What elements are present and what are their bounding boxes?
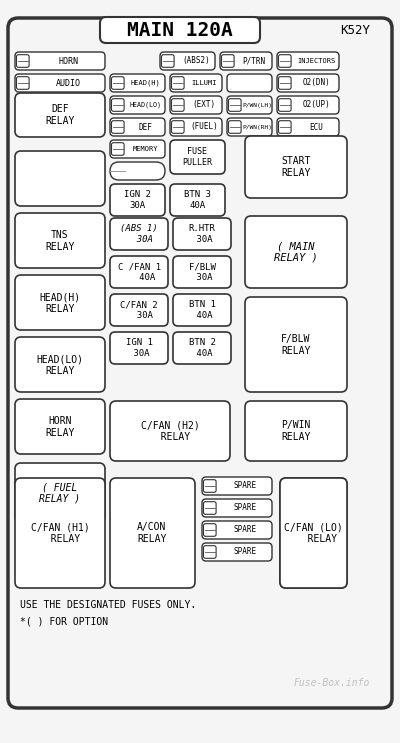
Text: HEAD(LO): HEAD(LO)	[130, 102, 162, 108]
FancyBboxPatch shape	[173, 218, 231, 250]
Text: C/FAN (H2)
  RELAY: C/FAN (H2) RELAY	[141, 421, 199, 442]
FancyBboxPatch shape	[112, 77, 124, 89]
FancyBboxPatch shape	[110, 332, 168, 364]
FancyBboxPatch shape	[228, 99, 241, 111]
Text: HEAD(H): HEAD(H)	[131, 80, 161, 86]
Text: C/FAN (LO)
   RELAY: C/FAN (LO) RELAY	[284, 522, 342, 544]
FancyBboxPatch shape	[277, 52, 339, 70]
FancyBboxPatch shape	[228, 120, 241, 133]
Text: F/BLW
 30A: F/BLW 30A	[188, 262, 216, 282]
FancyBboxPatch shape	[16, 55, 29, 68]
Text: F/BLW
RELAY: F/BLW RELAY	[281, 334, 311, 356]
Text: (FUEL): (FUEL)	[190, 123, 218, 132]
FancyBboxPatch shape	[277, 74, 339, 92]
FancyBboxPatch shape	[170, 96, 222, 114]
Text: INJECTORS: INJECTORS	[297, 58, 336, 64]
FancyBboxPatch shape	[227, 118, 272, 136]
FancyBboxPatch shape	[170, 140, 225, 174]
FancyBboxPatch shape	[112, 143, 124, 155]
Text: BTN 2
 40A: BTN 2 40A	[188, 338, 216, 357]
FancyBboxPatch shape	[278, 77, 291, 89]
Text: BTN 1
 40A: BTN 1 40A	[188, 300, 216, 319]
Text: HEAD(LO)
RELAY: HEAD(LO) RELAY	[36, 354, 84, 376]
Text: HORN: HORN	[58, 56, 78, 65]
Text: IGN 2
30A: IGN 2 30A	[124, 190, 151, 210]
Text: (ABS 1)
  30A: (ABS 1) 30A	[120, 224, 158, 244]
Text: MAIN 120A: MAIN 120A	[127, 21, 233, 39]
Text: DEF: DEF	[139, 123, 153, 132]
FancyBboxPatch shape	[110, 118, 165, 136]
FancyBboxPatch shape	[110, 256, 168, 288]
Text: A/CON
RELAY: A/CON RELAY	[137, 522, 167, 544]
Text: AUDIO: AUDIO	[56, 79, 81, 88]
Text: P/WN(LH): P/WN(LH)	[243, 103, 273, 108]
Text: (EXT): (EXT)	[193, 100, 216, 109]
FancyBboxPatch shape	[173, 332, 231, 364]
FancyBboxPatch shape	[277, 118, 339, 136]
FancyBboxPatch shape	[204, 524, 216, 536]
Text: ECU: ECU	[309, 123, 323, 132]
Text: P/TRN: P/TRN	[243, 56, 266, 65]
FancyBboxPatch shape	[162, 55, 174, 68]
Text: O2(DN): O2(DN)	[302, 79, 330, 88]
Text: O2(UP): O2(UP)	[302, 100, 330, 109]
FancyBboxPatch shape	[110, 184, 165, 216]
FancyBboxPatch shape	[245, 136, 347, 198]
FancyBboxPatch shape	[15, 213, 105, 268]
FancyBboxPatch shape	[170, 118, 222, 136]
Text: SPARE: SPARE	[234, 504, 257, 513]
Text: ( FUEL
RELAY ): ( FUEL RELAY )	[40, 482, 80, 504]
Text: BTN 3
40A: BTN 3 40A	[184, 190, 211, 210]
FancyBboxPatch shape	[110, 140, 165, 158]
FancyBboxPatch shape	[280, 478, 347, 588]
FancyBboxPatch shape	[172, 120, 184, 133]
Text: SPARE: SPARE	[234, 481, 257, 490]
FancyBboxPatch shape	[160, 52, 215, 70]
FancyBboxPatch shape	[16, 77, 29, 89]
FancyBboxPatch shape	[15, 93, 105, 137]
FancyBboxPatch shape	[110, 294, 168, 326]
FancyBboxPatch shape	[15, 52, 105, 70]
FancyBboxPatch shape	[110, 478, 195, 588]
FancyBboxPatch shape	[202, 477, 272, 495]
Text: C /FAN 1
   40A: C /FAN 1 40A	[118, 262, 160, 282]
FancyBboxPatch shape	[280, 478, 347, 588]
FancyBboxPatch shape	[112, 99, 124, 111]
FancyBboxPatch shape	[100, 17, 260, 43]
FancyBboxPatch shape	[222, 55, 234, 68]
FancyBboxPatch shape	[172, 77, 184, 89]
FancyBboxPatch shape	[15, 399, 105, 454]
Text: FUSE
PULLER: FUSE PULLER	[182, 147, 212, 166]
Text: USE THE DESIGNATED FUSES ONLY.: USE THE DESIGNATED FUSES ONLY.	[20, 600, 196, 610]
FancyBboxPatch shape	[110, 218, 168, 250]
FancyBboxPatch shape	[220, 52, 272, 70]
FancyBboxPatch shape	[245, 401, 347, 461]
FancyBboxPatch shape	[227, 74, 272, 92]
Text: Fuse-Box.info: Fuse-Box.info	[294, 678, 370, 688]
FancyBboxPatch shape	[204, 480, 216, 493]
FancyBboxPatch shape	[173, 294, 231, 326]
FancyBboxPatch shape	[15, 151, 105, 206]
Text: C/FAN (H1)
  RELAY: C/FAN (H1) RELAY	[31, 522, 89, 544]
FancyBboxPatch shape	[15, 463, 105, 523]
FancyBboxPatch shape	[15, 337, 105, 392]
FancyBboxPatch shape	[278, 55, 291, 68]
FancyBboxPatch shape	[204, 545, 216, 558]
Text: START
RELAY: START RELAY	[281, 156, 311, 178]
Text: C/FAN 2
  30A: C/FAN 2 30A	[120, 300, 158, 319]
Text: ( MAIN
RELAY ): ( MAIN RELAY )	[274, 241, 318, 263]
FancyBboxPatch shape	[202, 499, 272, 517]
Text: MEMORY: MEMORY	[133, 146, 158, 152]
Text: SPARE: SPARE	[234, 548, 257, 557]
FancyBboxPatch shape	[277, 96, 339, 114]
FancyBboxPatch shape	[170, 184, 225, 216]
Text: (ABS2): (ABS2)	[182, 56, 210, 65]
FancyBboxPatch shape	[15, 74, 105, 92]
FancyBboxPatch shape	[8, 18, 392, 708]
FancyBboxPatch shape	[278, 99, 291, 111]
FancyBboxPatch shape	[204, 502, 216, 514]
FancyBboxPatch shape	[172, 99, 184, 111]
FancyBboxPatch shape	[15, 275, 105, 330]
Text: DEF
RELAY: DEF RELAY	[45, 104, 75, 126]
FancyBboxPatch shape	[202, 543, 272, 561]
